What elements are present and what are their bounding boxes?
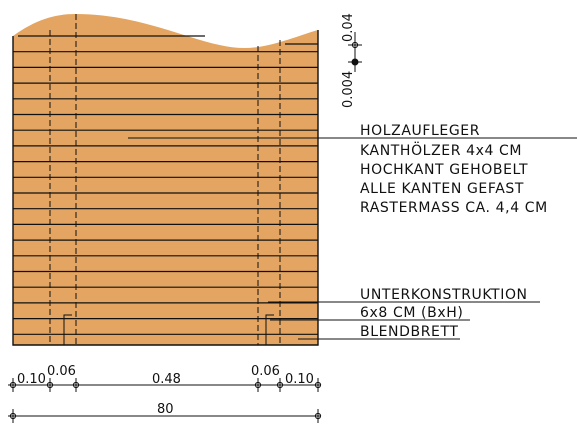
dim-left-1: 0.10 — [17, 372, 46, 387]
dim-right-2: 0.06 — [251, 364, 280, 379]
label-kanthoelzer: KANTHÖLZER 4x4 CM — [360, 141, 522, 159]
dimension-chain-1 — [8, 378, 322, 392]
vertical-dimension — [348, 32, 362, 72]
label-holzaufleger: HOLZAUFLEGER — [360, 123, 480, 139]
label-unterkonstruktion: UNTERKONSTRUKTION — [360, 287, 528, 303]
label-kanten: ALLE KANTEN GEFAST — [360, 181, 524, 197]
leader-lines — [128, 137, 577, 340]
label-rastermass: RASTERMASS CA. 4,4 CM — [360, 200, 548, 216]
label-hochkant: HOCHKANT GEHOBELT — [360, 162, 528, 178]
dim-center: 0.48 — [152, 372, 181, 387]
wood-panel — [13, 14, 318, 345]
dim-right-1: 0.10 — [285, 372, 314, 387]
dim-left-2: 0.06 — [47, 364, 76, 379]
dimension-chain-2 — [8, 409, 322, 423]
bottom-detail — [63, 314, 274, 345]
label-unterkonstruktion-size: 6x8 CM (BxH) — [360, 305, 463, 321]
substructure-lines — [49, 14, 281, 345]
panel-outline — [12, 30, 319, 346]
dim-top-right-a: 0.04 — [341, 13, 356, 42]
dim-top-right-b: 0.004 — [341, 71, 356, 108]
label-blendbrett: BLENDBRETT — [360, 324, 459, 340]
slat-lines — [13, 35, 318, 335]
dim-total: 80 — [157, 402, 174, 417]
